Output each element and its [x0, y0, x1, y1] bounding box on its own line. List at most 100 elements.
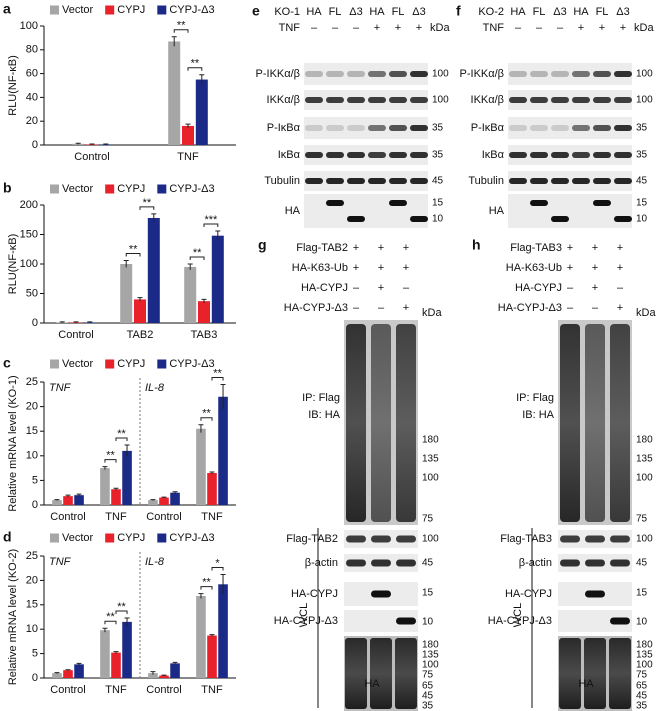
treatment-mark: + [395, 22, 401, 34]
bar [122, 621, 132, 678]
y-tick-label: 20 [26, 401, 38, 413]
legend-label: CYPJ-Δ3 [169, 532, 214, 544]
legend-label: Vector [62, 532, 94, 544]
band [614, 71, 632, 77]
band [396, 535, 416, 543]
ip-label: IP: Flag [516, 392, 554, 404]
smear [610, 324, 630, 522]
bar [63, 496, 73, 505]
error-bar [76, 662, 82, 666]
y-tick-label: 20 [26, 115, 38, 127]
error-bar [199, 74, 205, 85]
treatment-mark: – [557, 22, 564, 34]
x-tick-label: Control [146, 511, 181, 523]
bar [63, 670, 73, 678]
band [305, 71, 323, 77]
condition-mark: + [378, 282, 384, 294]
bar [198, 301, 210, 323]
bar [196, 428, 206, 505]
blot [508, 145, 632, 165]
bar [184, 266, 197, 323]
error-bar [73, 321, 79, 323]
bar [159, 675, 169, 678]
error-bar [187, 263, 193, 270]
condition-mark: + [617, 242, 623, 254]
condition-mark: + [403, 302, 409, 314]
significance-bracket [104, 459, 117, 463]
y-tick-label: 100 [20, 258, 38, 270]
blot [304, 145, 428, 165]
legend-swatch [105, 359, 115, 369]
error-bar [102, 627, 108, 633]
bar [74, 495, 84, 505]
y-axis-label: Relative mRNA level (KO-2) [7, 549, 19, 685]
legend-label: CYPJ [117, 532, 145, 544]
marker-label: 135 [636, 454, 653, 465]
error-bar [89, 143, 95, 145]
band [572, 125, 590, 131]
condition-mark: – [378, 302, 385, 314]
treatment-mark: – [353, 22, 360, 34]
marker-label: 180 [422, 640, 439, 651]
band [610, 559, 630, 567]
legend-swatch [50, 5, 59, 15]
band [368, 152, 386, 158]
panel-letter: e [252, 3, 260, 19]
band [368, 71, 386, 77]
band [509, 178, 527, 184]
condition-mark: – [353, 282, 360, 294]
marker-label: 75 [422, 514, 434, 525]
condition-mark: – [403, 282, 410, 294]
y-tick-label: 10 [26, 450, 38, 462]
error-bar [198, 424, 204, 433]
significance-label: ** [106, 450, 115, 462]
band [530, 152, 548, 158]
legend-label: Vector [62, 183, 94, 195]
band [560, 559, 580, 567]
condition-mark: + [353, 262, 359, 274]
error-bar [172, 661, 178, 665]
y-tick-label: 10 [26, 623, 38, 635]
cell-line: KO-1 [274, 6, 300, 18]
y-tick-label: 20 [26, 574, 38, 586]
band [326, 152, 344, 158]
bar [168, 41, 181, 145]
unit-label: kDa [634, 22, 654, 34]
treatment-mark: + [416, 22, 422, 34]
marker-label: 100 [636, 95, 653, 106]
error-bar [102, 466, 108, 470]
legend-label: CYPJ [117, 183, 145, 195]
y-tick-label: 100 [20, 20, 38, 32]
lane-label: HA [306, 6, 322, 18]
row-label: HA-CYPJ [505, 588, 552, 600]
band [530, 97, 548, 103]
smear [396, 324, 416, 522]
marker-label: 35 [636, 123, 648, 134]
significance-bracket [115, 437, 128, 441]
error-bar [150, 671, 156, 675]
y-tick-label: 50 [26, 287, 38, 299]
row-label: Flag-TAB2 [286, 533, 338, 545]
treatment-mark: – [311, 22, 318, 34]
band [410, 97, 428, 103]
band [347, 216, 365, 222]
marker-label: 35 [432, 150, 444, 161]
cell-line: KO-2 [478, 6, 504, 18]
smear [584, 638, 606, 709]
bar [170, 492, 180, 505]
blot [508, 171, 632, 191]
significance-label: ** [129, 243, 138, 255]
blot [344, 610, 418, 632]
condition-label: Flag-TAB3 [510, 242, 562, 254]
band [614, 216, 632, 222]
bar [100, 468, 110, 505]
lane-label: FL [596, 6, 609, 18]
marker-label: 100 [432, 69, 449, 80]
unit-label: kDa [636, 307, 656, 319]
error-bar [76, 493, 82, 497]
row-label: HA [364, 678, 380, 690]
marker-label: 100 [422, 473, 439, 484]
row-label: P-IKKα/β [256, 68, 300, 80]
row-label: P-IκBα [267, 122, 301, 134]
blot [304, 63, 428, 85]
